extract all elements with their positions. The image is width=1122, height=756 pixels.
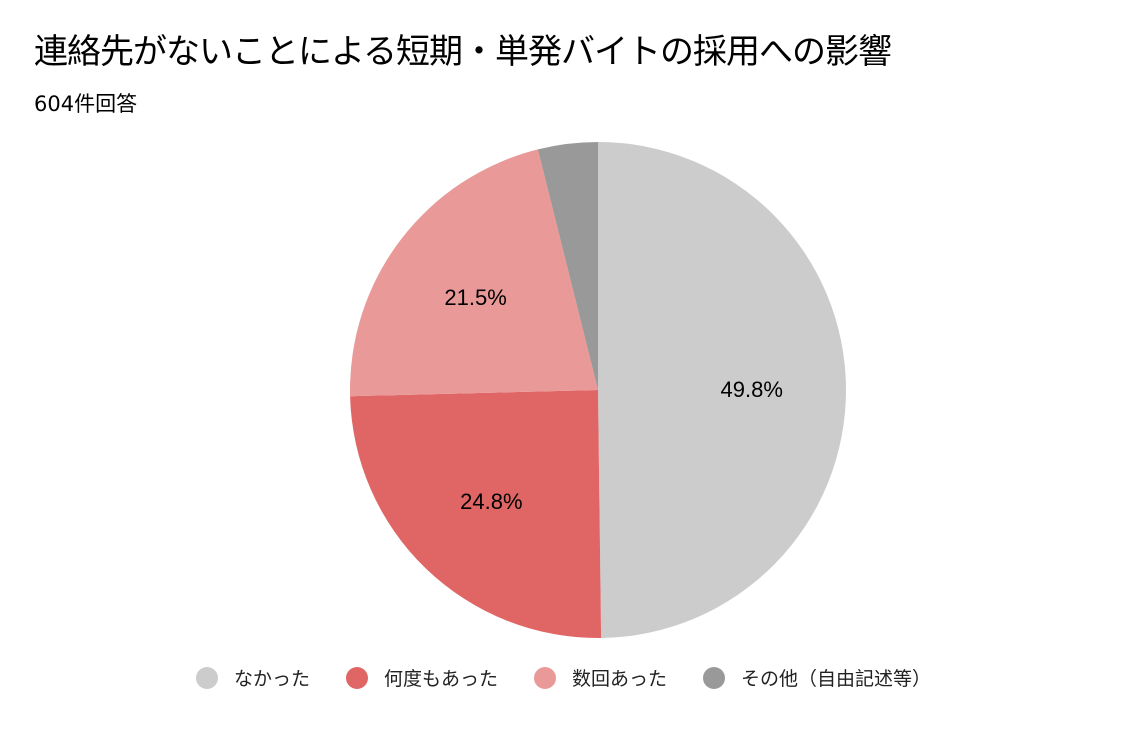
legend-label: 何度もあった: [384, 668, 499, 690]
pie-slice-2: [350, 149, 598, 397]
pie-slice-3: [537, 142, 598, 390]
legend-item: なかった: [196, 664, 310, 691]
legend-label: なかった: [234, 668, 311, 690]
legend-label: 数回あった: [572, 668, 668, 690]
chart-title: 連絡先がないことによる短期・単発バイトの採用への影響: [34, 32, 892, 72]
chart-subtitle: 604件回答: [34, 92, 138, 116]
legend-swatch: [196, 666, 218, 689]
legend-label: その他（自由記述等）: [741, 668, 932, 690]
legend-swatch: [346, 666, 369, 689]
data-label: 24.8%: [460, 489, 522, 514]
pie-slice-0: [598, 142, 847, 638]
data-label: 49.8%: [721, 377, 783, 402]
legend-swatch: [534, 666, 557, 689]
pie-slice-1: [350, 390, 602, 638]
legend-item: その他（自由記述等）: [703, 664, 931, 691]
data-label: 21.5%: [444, 285, 506, 310]
legend: なかった 何度もあった 数回あった その他（自由記述等）: [196, 664, 967, 691]
legend-swatch: [703, 666, 726, 689]
legend-item: 数回あった: [534, 664, 667, 691]
legend-item: 何度もあった: [346, 664, 498, 691]
